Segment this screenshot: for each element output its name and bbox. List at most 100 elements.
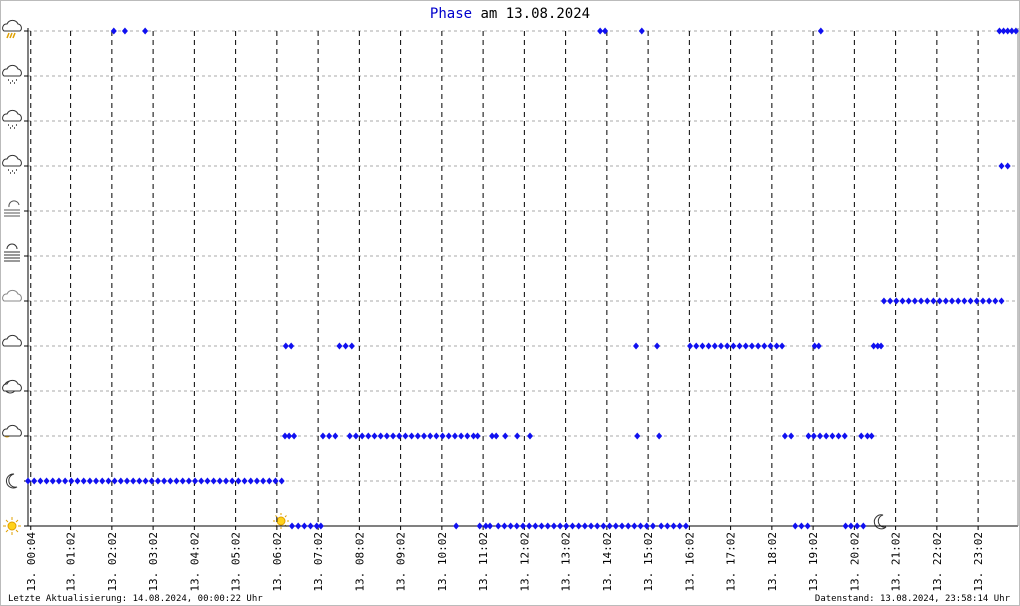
moon-icon [5,473,18,489]
point [781,432,788,440]
x-tick-label: 13. 06:02 [271,532,284,592]
point [260,477,267,485]
point [365,432,372,440]
point [594,522,601,530]
cloud-icon [2,19,22,32]
x-tick-label: 13. 16:02 [683,532,696,592]
point [281,432,288,440]
point [142,27,149,35]
point [402,432,409,440]
point [142,477,149,485]
cloud-icon [2,64,22,77]
point [289,522,295,530]
point [670,522,677,530]
point [779,342,786,350]
point [631,522,638,530]
point [804,522,811,530]
point [705,342,712,350]
cloud-icon [2,424,22,437]
point [464,432,471,440]
point [563,522,570,530]
point [136,477,143,485]
point [470,432,477,440]
point [606,522,613,530]
point [905,297,912,305]
y-tick-icon [4,243,20,262]
point [557,522,564,530]
point [458,432,465,440]
sun-rays [3,517,21,535]
point [788,432,795,440]
x-tick-label: 13. 18:02 [766,532,779,592]
point [967,297,974,305]
x-tick-label: 13. 20:02 [848,532,861,592]
y-tick-icon [2,64,22,84]
point [761,342,768,350]
point [870,342,877,350]
point [86,477,93,485]
point [332,432,339,440]
x-tick-label: 13. 07:02 [312,532,325,592]
point [192,477,199,485]
x-tick-label: 13. 04:02 [188,532,201,592]
point [597,27,604,35]
point [600,522,607,530]
point [633,342,640,350]
point [198,477,205,485]
point [538,522,545,530]
point [619,522,625,530]
point [489,432,496,440]
point [575,522,582,530]
point [687,342,694,350]
y-tick-icon [2,19,22,39]
point [520,522,526,530]
point [421,432,427,440]
y-tick-icon [4,200,20,217]
point [880,297,887,305]
point [973,297,980,305]
point [130,477,137,485]
point [223,477,229,485]
point [216,477,223,485]
point [451,432,458,440]
point [823,432,830,440]
point [860,522,867,530]
point [526,522,533,530]
x-tick-label: 13. 14:02 [601,532,614,592]
point [942,297,949,305]
point [167,477,174,485]
point [43,477,50,485]
point [532,522,539,530]
point [307,522,314,530]
point [148,477,155,485]
point [1008,27,1015,35]
point [93,477,100,485]
point [755,342,762,350]
point [544,522,551,530]
x-tick-label: 13. 03:02 [147,532,160,592]
point [656,432,663,440]
point [724,342,731,350]
point [474,432,481,440]
point [918,297,925,305]
point [569,522,576,530]
point [348,342,355,350]
point [55,477,62,485]
point [286,432,293,440]
point [612,522,619,530]
point [718,342,724,350]
x-tick-label: 13. 23:02 [972,532,985,592]
point [453,522,460,530]
point [352,432,359,440]
point [513,522,520,530]
point [899,297,906,305]
point [235,477,242,485]
point [110,27,117,35]
point [874,342,881,350]
point [288,342,295,350]
point [638,27,645,35]
point [805,432,812,440]
x-tick-label: 13. 22:02 [931,532,944,592]
point [955,297,962,305]
point [301,522,308,530]
